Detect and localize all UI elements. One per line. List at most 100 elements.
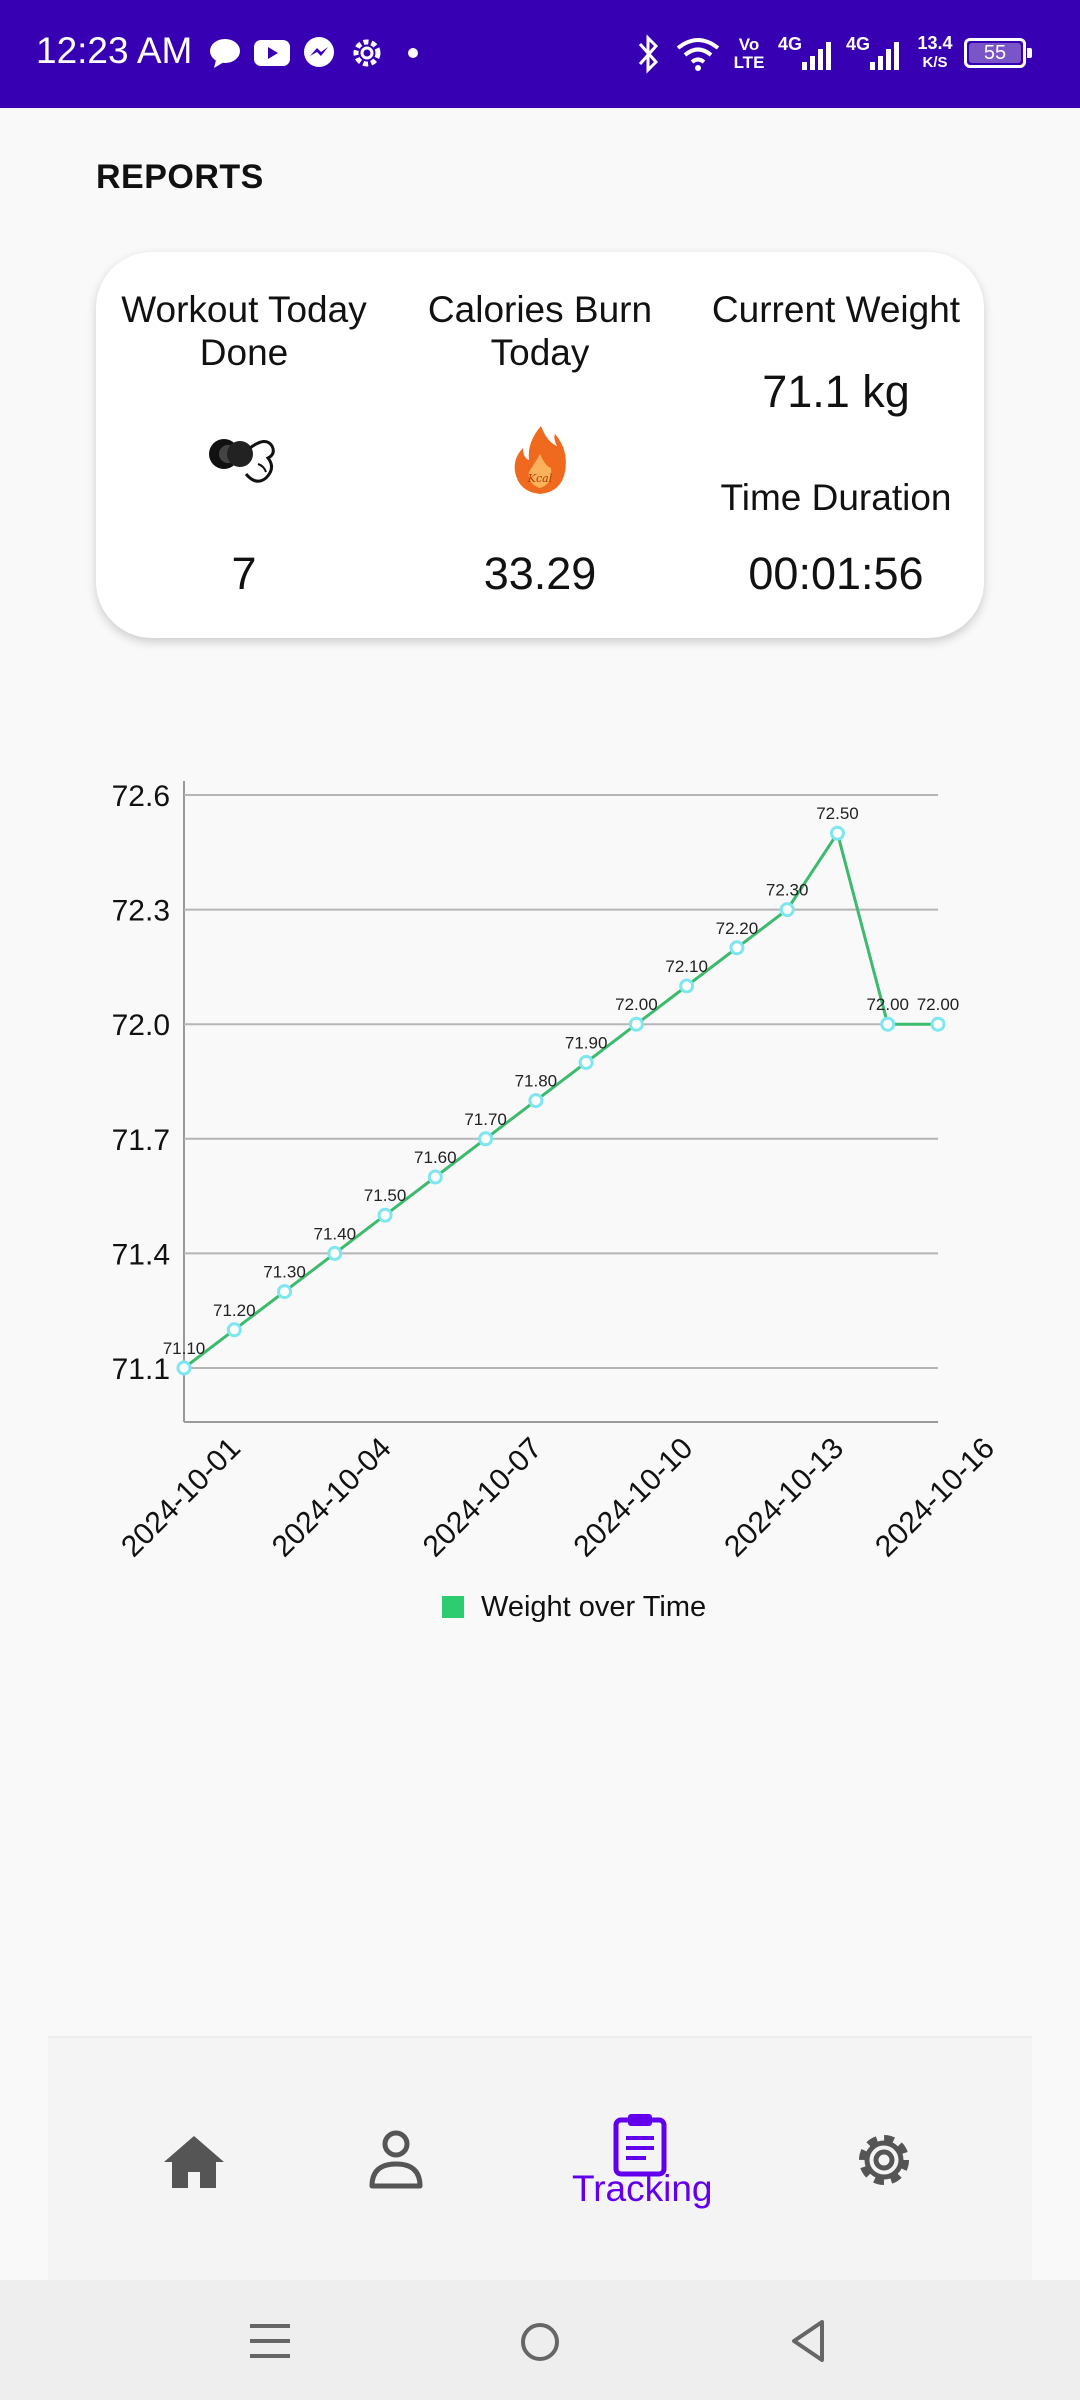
data-point bbox=[880, 1016, 896, 1032]
flame-label: Kcal bbox=[527, 472, 553, 485]
data-point bbox=[829, 825, 845, 841]
dot-icon bbox=[408, 48, 418, 58]
y-tick-labels: 71.1 71.4 71.7 72.0 72.3 72.6 bbox=[112, 780, 170, 1386]
battery-icon: 55 bbox=[964, 38, 1032, 68]
data-point bbox=[478, 1131, 494, 1147]
point-label: 72.10 bbox=[665, 957, 708, 976]
point-label: 71.20 bbox=[213, 1301, 256, 1320]
weight-chart-svg: 71.171.471.772.072.372.6 2024-10-01 2024-… bbox=[112, 780, 1001, 1623]
data-point bbox=[226, 1322, 242, 1338]
settings-gear-icon bbox=[353, 39, 381, 67]
x-tick-labels: 2024-10-01 2024-10-04 2024-10-07 2024-10-10… bbox=[115, 1432, 1001, 1564]
point-label: 72.30 bbox=[766, 881, 809, 900]
signal-icon-2 bbox=[870, 42, 899, 70]
legend-label: Weight over Time bbox=[481, 1591, 706, 1623]
point-labels: 71.10 71.20 71.30 71.40 71.50 71.60 71.70 71.80… bbox=[163, 804, 960, 1358]
x-tick-label: 2024-10-10 bbox=[567, 1432, 699, 1564]
recents-menu-icon[interactable] bbox=[248, 2320, 292, 2362]
chat-bubble-icon bbox=[210, 39, 240, 68]
data-point bbox=[377, 1207, 393, 1223]
calories-value: 33.29 bbox=[483, 548, 597, 599]
flame-icon: Kcal bbox=[514, 426, 566, 494]
point-label: 72.20 bbox=[716, 919, 759, 938]
data-point bbox=[528, 1093, 544, 1109]
settings-icon[interactable] bbox=[852, 2128, 916, 2192]
duration-value: 00:01:56 bbox=[748, 548, 924, 599]
point-label: 71.60 bbox=[414, 1148, 457, 1167]
bluetooth-icon bbox=[638, 34, 659, 74]
signal-2-label: 4G bbox=[846, 34, 871, 54]
legend-swatch bbox=[442, 1596, 464, 1618]
weight-label: Current Weight bbox=[711, 289, 961, 330]
battery-tip bbox=[1027, 48, 1032, 58]
signal-1-label: 4G bbox=[778, 34, 803, 54]
profile-icon[interactable] bbox=[366, 2128, 426, 2192]
y-tick-label: 71.1 bbox=[112, 1353, 170, 1386]
weight-line bbox=[183, 829, 938, 1370]
net-speed-unit: K/S bbox=[922, 54, 948, 71]
wifi-icon bbox=[676, 38, 720, 71]
dumbbell-arm-icon bbox=[209, 439, 275, 483]
point-label: 72.50 bbox=[816, 804, 859, 823]
point-label: 71.90 bbox=[565, 1033, 608, 1052]
data-point bbox=[176, 1360, 192, 1376]
data-point bbox=[628, 1016, 644, 1032]
x-tick-label: 2024-10-01 bbox=[115, 1432, 247, 1564]
calories-label: Calories Burn Today bbox=[427, 289, 653, 373]
tracking-nav-label[interactable]: Tracking bbox=[572, 2168, 713, 2209]
weight-chart: 71.1 71.4 71.7 72.0 72.3 72.6 2024-10-01 2024-… bbox=[0, 740, 1080, 1640]
data-point bbox=[779, 902, 795, 918]
bottom-navigation: Tracking bbox=[48, 2036, 1032, 2282]
chart-grid bbox=[183, 781, 938, 1423]
status-time: 12:23 AM bbox=[36, 30, 193, 71]
y-tick-label: 72.0 bbox=[112, 1009, 170, 1042]
y-tick-label: 71.4 bbox=[112, 1238, 170, 1271]
status-bar: 12:23 AM Vo LTE 4G 4G 13.4 K/S 55 bbox=[0, 0, 1080, 108]
messenger-icon bbox=[304, 37, 334, 67]
x-tick-label: 2024-10-13 bbox=[718, 1432, 850, 1564]
point-label: 71.30 bbox=[263, 1263, 306, 1282]
home-circle-icon[interactable] bbox=[518, 2320, 562, 2364]
point-label: 71.80 bbox=[515, 1072, 558, 1091]
x-tick-label: 2024-10-07 bbox=[417, 1432, 549, 1564]
back-triangle-icon[interactable] bbox=[788, 2318, 828, 2364]
data-point bbox=[327, 1245, 343, 1261]
workout-label: Workout Today Done bbox=[121, 289, 367, 373]
system-navigation-bar bbox=[0, 2280, 1080, 2400]
point-label: 71.50 bbox=[364, 1186, 407, 1205]
data-point bbox=[578, 1054, 594, 1070]
x-tick-label: 2024-10-16 bbox=[869, 1432, 1001, 1564]
chart-legend: Weight over Time bbox=[442, 1591, 706, 1623]
data-point bbox=[679, 978, 695, 994]
data-point bbox=[930, 1016, 946, 1032]
y-tick-label: 72.3 bbox=[112, 895, 170, 928]
net-speed-value: 13.4 bbox=[917, 33, 953, 53]
point-label: 71.40 bbox=[314, 1224, 357, 1243]
weight-value: 71.1 kg bbox=[762, 366, 910, 417]
youtube-icon bbox=[254, 40, 290, 66]
point-label: 72.00 bbox=[615, 995, 658, 1014]
weight-stat: Current Weight 71.1 kg Time Duration 00:… bbox=[688, 252, 984, 638]
x-tick-label: 2024-10-04 bbox=[266, 1432, 398, 1564]
data-point bbox=[427, 1169, 443, 1185]
stats-card: Workout Today Done 7 Calories Burn Today… bbox=[96, 252, 984, 638]
data-point bbox=[277, 1284, 293, 1300]
point-label: 71.70 bbox=[464, 1110, 507, 1129]
point-label: 71.10 bbox=[163, 1339, 206, 1358]
home-icon[interactable] bbox=[162, 2132, 226, 2192]
tracking-clipboard-icon[interactable] bbox=[612, 2112, 668, 2178]
workout-stat: Workout Today Done 7 bbox=[96, 252, 392, 638]
series-line bbox=[183, 829, 938, 1370]
calories-stat: Calories Burn Today Kcal 33.29 bbox=[392, 252, 688, 638]
volte-label: Vo LTE bbox=[733, 35, 765, 72]
data-point bbox=[729, 940, 745, 956]
duration-label: Time Duration bbox=[720, 477, 952, 518]
series-points bbox=[176, 825, 946, 1376]
workout-value: 7 bbox=[231, 548, 257, 599]
y-tick-label: 72.6 bbox=[112, 780, 170, 813]
point-label: 72.00 bbox=[917, 995, 960, 1014]
page-title: REPORTS bbox=[96, 158, 264, 196]
signal-icon bbox=[802, 42, 831, 70]
net-speed: 13.4 K/S bbox=[910, 34, 960, 72]
point-label: 72.00 bbox=[866, 995, 909, 1014]
